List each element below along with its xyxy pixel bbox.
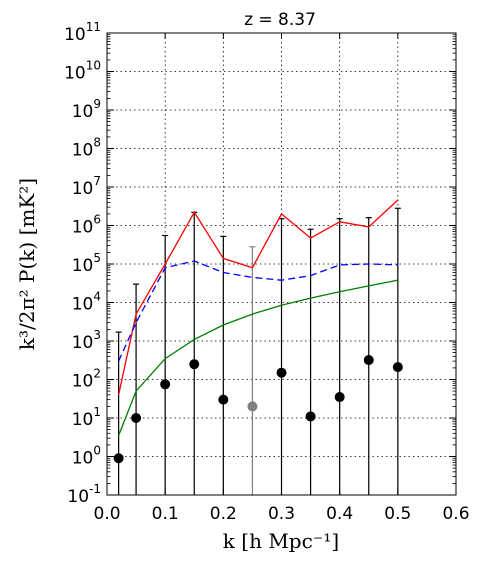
- x-tick-label: 0.4: [326, 504, 353, 524]
- y-axis-label: k³/2π² P(k) [mK²]: [15, 178, 39, 350]
- y-tick-label: 106: [72, 213, 101, 238]
- x-tick-label: 0.6: [442, 504, 469, 524]
- y-tick-label: 101: [72, 405, 101, 430]
- data-point: [305, 411, 316, 422]
- x-axis-label: k [h Mpc⁻¹]: [223, 529, 339, 553]
- y-tick-label: 1010: [64, 59, 101, 84]
- y-tick-label: 108: [72, 136, 101, 161]
- data-point: [334, 392, 345, 403]
- series-lines: [117, 199, 399, 436]
- data-point: [113, 453, 124, 464]
- y-tick-label: 104: [72, 290, 101, 315]
- y-tick-label: 1011: [64, 20, 101, 45]
- data-point: [276, 367, 287, 378]
- series-line-3: [117, 279, 398, 436]
- x-tick-label: 0.5: [384, 504, 411, 524]
- y-tick-label: 109: [72, 97, 101, 122]
- chart-title: z = 8.37: [244, 10, 316, 30]
- data-point: [218, 394, 229, 405]
- data-point: [363, 355, 374, 366]
- y-tick-label: 102: [72, 367, 101, 392]
- y-axis-ticks: 10-1 100 101 102 103 104 105 106 107 108 109 1010 10…: [64, 20, 456, 507]
- data-point: [131, 413, 142, 423]
- y-tick-label: 107: [72, 174, 101, 199]
- data-point: [189, 359, 200, 370]
- data-points: [113, 355, 403, 464]
- x-tick-label: 0.3: [268, 504, 295, 524]
- y-tick-label: 105: [72, 251, 101, 276]
- x-axis-ticks: 0.0 0.1 0.2 0.3 0.4 0.5 0.6: [93, 33, 470, 524]
- data-point: [160, 379, 171, 390]
- data-point: [247, 401, 258, 412]
- x-tick-label: 0.1: [152, 504, 179, 524]
- series-line-1: [117, 199, 399, 395]
- y-tick-label: 103: [72, 328, 101, 353]
- x-tick-label: 0.2: [210, 504, 237, 524]
- data-point: [392, 362, 403, 373]
- y-tick-label: 10-1: [67, 482, 101, 507]
- series-line-2: [118, 260, 398, 362]
- y-tick-label: 100: [72, 444, 101, 469]
- error-bars: [115, 207, 401, 495]
- x-tick-label: 0.0: [93, 504, 120, 524]
